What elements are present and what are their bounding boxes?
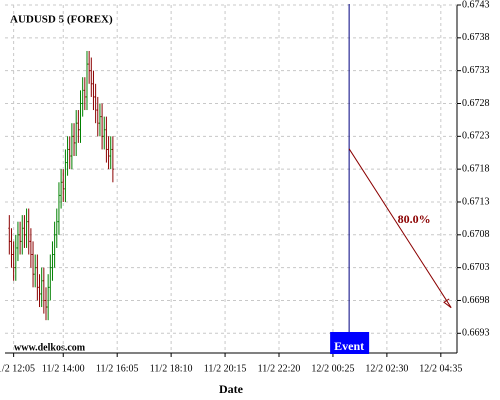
x-tick-label: 11/2 14:00: [42, 363, 85, 374]
x-axis-label: Date: [219, 382, 244, 396]
forecast-arrow: [348, 148, 452, 308]
y-tick-label: 0.6703: [462, 262, 490, 273]
x-tick-label: 11/2 22:20: [258, 363, 301, 374]
y-tick-label: 0.6733: [462, 65, 490, 76]
y-tick-label: 0.6728: [462, 98, 490, 109]
y-tick-label: 0.6698: [462, 295, 490, 306]
x-tick-label: 11/2 16:05: [96, 363, 139, 374]
chart-title: AUDUSD 5 (FOREX): [10, 14, 113, 26]
x-tick-label: 11/2 20:15: [204, 363, 247, 374]
y-tick-label: 0.6738: [462, 32, 490, 43]
forecast-label: 80.0%: [398, 212, 431, 226]
x-tick-label: 11/2 18:10: [150, 363, 193, 374]
x-tick-label: 12/2 02:30: [365, 363, 408, 374]
y-tick-label: 0.6713: [462, 196, 490, 207]
event-box: [330, 332, 370, 354]
y-tick-label: 0.6723: [462, 131, 490, 142]
y-tick-label: 0.6693: [462, 328, 490, 339]
arrow-head: [443, 298, 452, 309]
y-tick-label: 0.6718: [462, 163, 490, 174]
event-label: Event: [334, 339, 364, 353]
x-tick-label: 11/2 12:05: [0, 363, 35, 374]
y-tick-label: 0.6708: [462, 229, 490, 240]
watermark: www.delkos.com: [14, 342, 86, 353]
y-tick-label: 0.6743: [462, 0, 490, 10]
x-tick-label: 12/2 00:25: [311, 363, 354, 374]
x-tick-label: 12/2 04:35: [419, 363, 462, 374]
